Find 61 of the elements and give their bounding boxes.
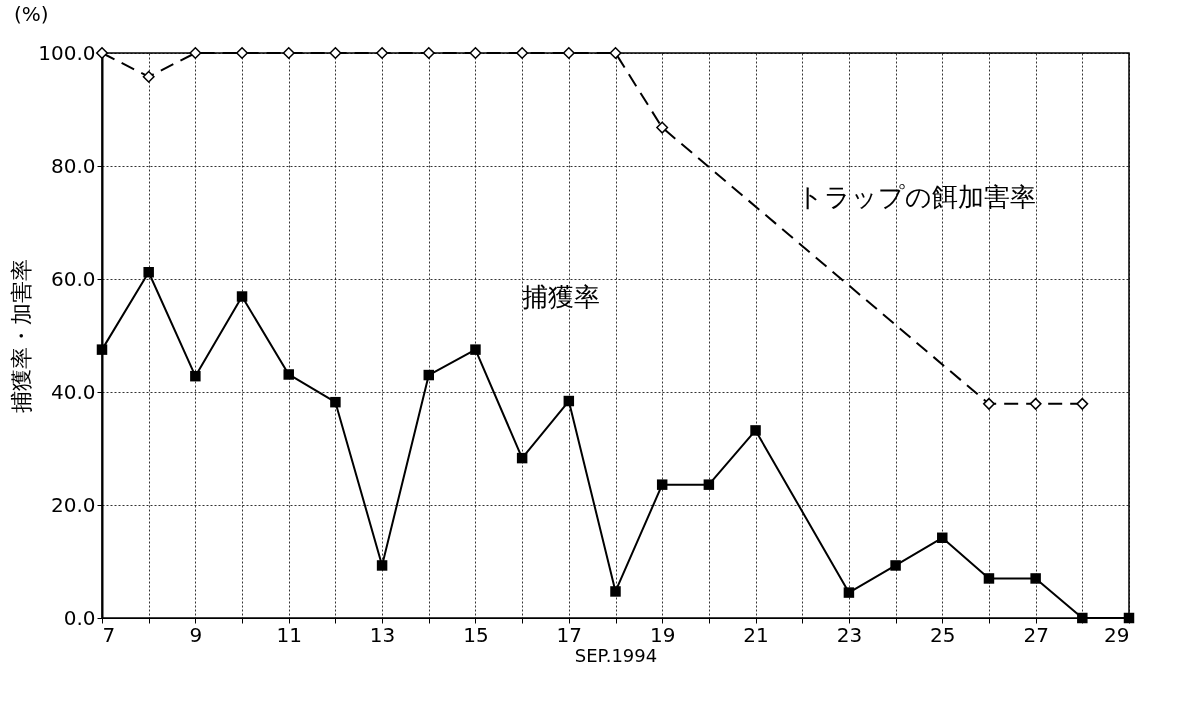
point — [143, 266, 154, 278]
point — [1030, 573, 1041, 584]
point — [469, 47, 482, 59]
y-axis-title: 捕獲率・加害率 — [9, 259, 35, 413]
point — [750, 425, 761, 436]
x-tick-label: 27 — [1023, 622, 1049, 647]
point — [96, 47, 108, 59]
series-label: トラップの餌加害率 — [797, 182, 1036, 212]
x-tick-label: 13 — [369, 622, 396, 647]
y-tick-label: 20.0 — [50, 492, 96, 517]
x-axis-title: SEP.1994 — [574, 644, 658, 666]
text: (%) — [14, 2, 49, 26]
point — [562, 47, 575, 59]
point — [189, 47, 202, 59]
point — [376, 47, 389, 59]
point — [656, 121, 669, 134]
text: 捕獲率 — [522, 282, 600, 312]
x-tick-label: 29 — [1104, 622, 1130, 647]
point — [937, 532, 948, 544]
y-tick-label: 0.0 — [63, 605, 96, 630]
point — [843, 587, 855, 598]
x-tick-label: 23 — [836, 622, 863, 647]
point — [610, 586, 621, 597]
point — [190, 370, 201, 382]
point — [1029, 397, 1042, 410]
point — [236, 47, 249, 59]
y-tick-label: 100.0 — [38, 40, 96, 65]
point — [1076, 397, 1089, 410]
y-tick-label: 60.0 — [50, 266, 96, 291]
x-tick-label: 11 — [276, 622, 302, 647]
point — [376, 560, 388, 571]
x-tick-label: 25 — [930, 622, 956, 647]
point — [563, 395, 575, 407]
point — [236, 291, 248, 302]
x-tick-label: 9 — [189, 622, 203, 647]
point — [516, 452, 528, 464]
x-tick-label: 15 — [463, 622, 489, 647]
point — [609, 47, 622, 59]
x-tick-label: 7 — [102, 622, 116, 647]
point — [96, 344, 108, 355]
point — [282, 47, 295, 59]
y-tick-label: 40.0 — [50, 379, 96, 404]
point — [142, 70, 155, 83]
point — [982, 397, 995, 410]
y-tick-label: 80.0 — [50, 153, 96, 178]
point — [1123, 612, 1135, 624]
point — [470, 344, 481, 355]
point — [890, 560, 901, 571]
point — [1077, 612, 1088, 624]
point — [423, 369, 435, 381]
point — [983, 573, 995, 584]
point — [516, 47, 529, 59]
x-tick-label: 17 — [556, 622, 583, 647]
point — [329, 47, 342, 59]
x-tick-label: 21 — [743, 622, 769, 647]
point — [703, 479, 715, 490]
x-tick-label: 19 — [649, 622, 676, 647]
point — [422, 47, 435, 59]
point — [330, 396, 341, 408]
point — [283, 369, 294, 380]
point — [656, 479, 668, 490]
